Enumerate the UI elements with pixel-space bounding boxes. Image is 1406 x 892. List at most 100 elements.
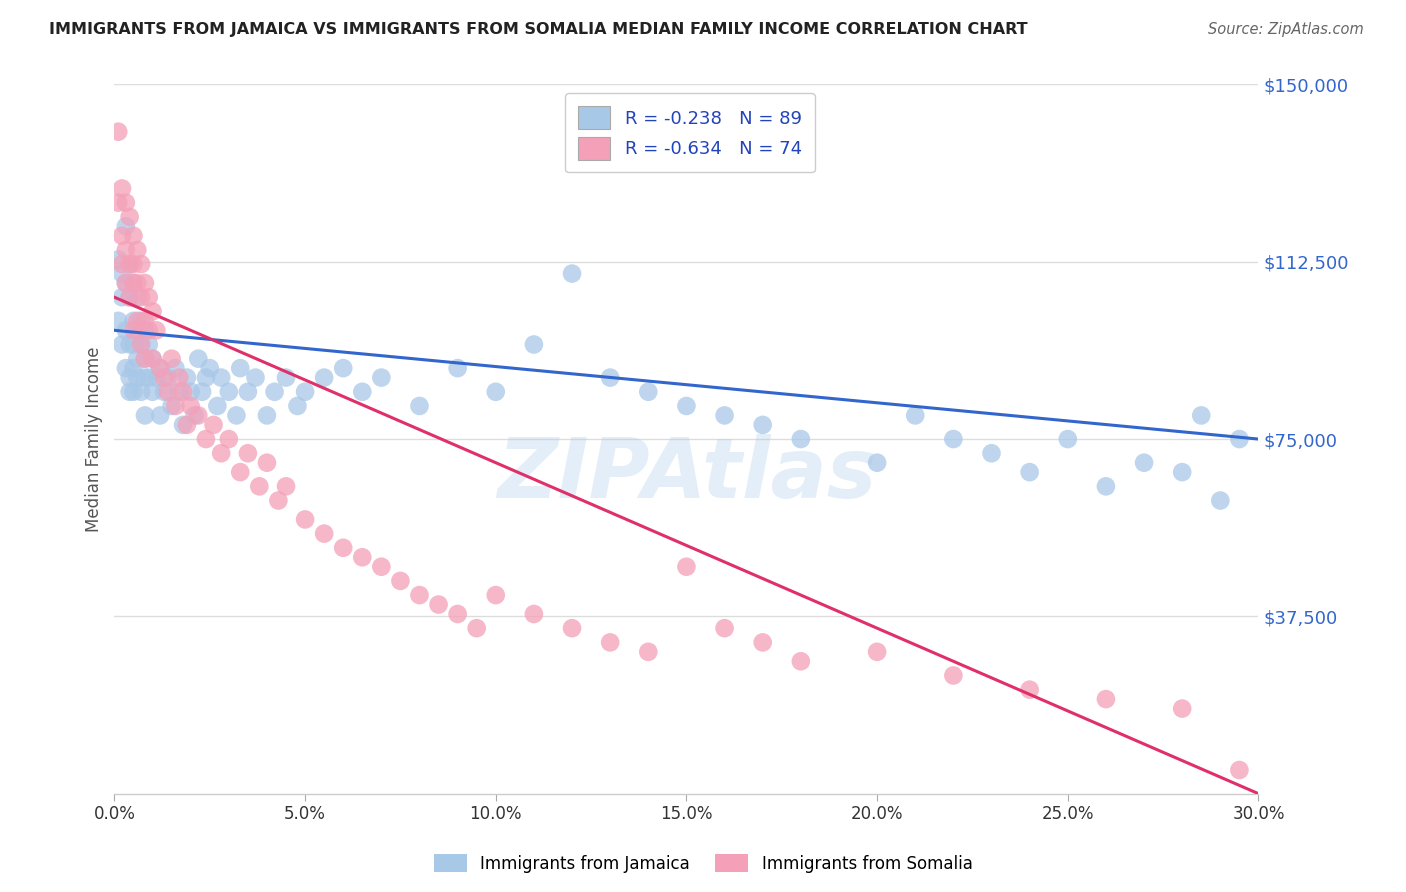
Point bbox=[294, 512, 316, 526]
Point bbox=[713, 621, 735, 635]
Point bbox=[127, 290, 149, 304]
Point bbox=[129, 337, 152, 351]
Point bbox=[160, 351, 183, 366]
Point bbox=[115, 276, 138, 290]
Point bbox=[127, 276, 149, 290]
Point bbox=[236, 446, 259, 460]
Y-axis label: Median Family Income: Median Family Income bbox=[86, 346, 103, 532]
Point bbox=[141, 351, 163, 366]
Point bbox=[122, 276, 145, 290]
Point bbox=[713, 409, 735, 423]
Point bbox=[599, 370, 621, 384]
Point bbox=[523, 607, 546, 621]
Point bbox=[1171, 701, 1194, 715]
Point bbox=[637, 645, 659, 659]
Point bbox=[408, 588, 430, 602]
Point bbox=[352, 384, 374, 399]
Point bbox=[111, 290, 134, 304]
Point bbox=[332, 361, 354, 376]
Point bbox=[167, 384, 190, 399]
Point bbox=[218, 432, 240, 446]
Point bbox=[138, 323, 160, 337]
Point bbox=[229, 465, 252, 479]
Point bbox=[115, 219, 138, 234]
Point bbox=[149, 409, 172, 423]
Text: ZIPAtlas: ZIPAtlas bbox=[496, 434, 876, 515]
Point bbox=[866, 645, 889, 659]
Point bbox=[1018, 682, 1040, 697]
Point bbox=[129, 257, 152, 271]
Point bbox=[118, 290, 141, 304]
Point bbox=[176, 370, 198, 384]
Point bbox=[111, 181, 134, 195]
Point bbox=[202, 417, 225, 432]
Point bbox=[129, 337, 152, 351]
Point bbox=[134, 370, 156, 384]
Point bbox=[183, 409, 205, 423]
Point bbox=[127, 323, 149, 337]
Point bbox=[1095, 692, 1118, 706]
Point bbox=[207, 399, 229, 413]
Point bbox=[274, 479, 297, 493]
Point bbox=[187, 351, 209, 366]
Point bbox=[138, 337, 160, 351]
Point bbox=[153, 370, 176, 384]
Point bbox=[236, 384, 259, 399]
Point bbox=[107, 314, 129, 328]
Point bbox=[1056, 432, 1078, 446]
Point bbox=[107, 125, 129, 139]
Point bbox=[790, 432, 813, 446]
Point bbox=[408, 399, 430, 413]
Point bbox=[274, 370, 297, 384]
Point bbox=[180, 384, 202, 399]
Point bbox=[115, 195, 138, 210]
Point bbox=[118, 370, 141, 384]
Point bbox=[165, 361, 187, 376]
Point bbox=[751, 635, 773, 649]
Point bbox=[180, 399, 202, 413]
Point bbox=[1095, 479, 1118, 493]
Point bbox=[1133, 456, 1156, 470]
Point bbox=[904, 409, 927, 423]
Point bbox=[145, 370, 167, 384]
Point bbox=[1171, 465, 1194, 479]
Point bbox=[209, 446, 232, 460]
Point bbox=[115, 243, 138, 257]
Point bbox=[352, 550, 374, 565]
Point bbox=[287, 399, 309, 413]
Point bbox=[141, 351, 163, 366]
Point bbox=[370, 370, 392, 384]
Point bbox=[1018, 465, 1040, 479]
Point bbox=[942, 668, 965, 682]
Point bbox=[141, 304, 163, 318]
Point bbox=[156, 384, 179, 399]
Point bbox=[127, 314, 149, 328]
Point bbox=[263, 384, 285, 399]
Point bbox=[446, 607, 468, 621]
Point bbox=[122, 314, 145, 328]
Point bbox=[118, 337, 141, 351]
Point bbox=[122, 276, 145, 290]
Point bbox=[187, 409, 209, 423]
Point bbox=[1209, 493, 1232, 508]
Point bbox=[866, 456, 889, 470]
Point bbox=[314, 526, 336, 541]
Point bbox=[118, 257, 141, 271]
Point bbox=[209, 370, 232, 384]
Point bbox=[122, 361, 145, 376]
Point bbox=[637, 384, 659, 399]
Point bbox=[122, 257, 145, 271]
Point bbox=[675, 559, 697, 574]
Point bbox=[194, 370, 217, 384]
Point bbox=[247, 479, 270, 493]
Point bbox=[176, 417, 198, 432]
Point bbox=[129, 290, 152, 304]
Point bbox=[165, 399, 187, 413]
Point bbox=[314, 370, 336, 384]
Point bbox=[485, 588, 508, 602]
Point bbox=[191, 384, 214, 399]
Point bbox=[122, 323, 145, 337]
Point bbox=[225, 409, 247, 423]
Point bbox=[122, 384, 145, 399]
Point bbox=[118, 210, 141, 224]
